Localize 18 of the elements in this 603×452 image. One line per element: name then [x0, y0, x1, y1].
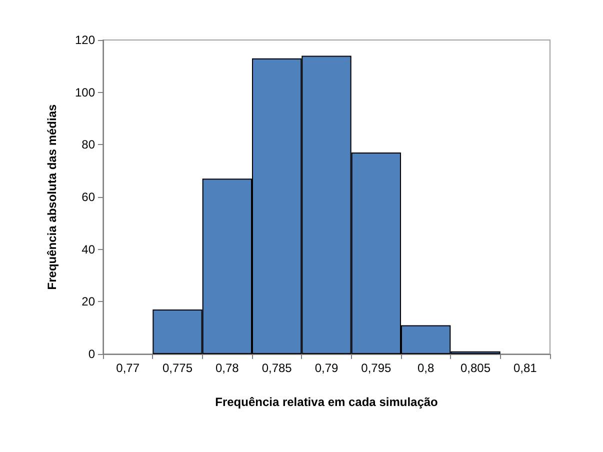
x-axis-title: Frequência relativa em cada simulação — [215, 395, 438, 409]
y-tick-label: 100 — [74, 85, 96, 100]
x-tick-label: 0,775 — [162, 361, 193, 375]
y-tick-label: 120 — [74, 33, 96, 47]
x-tick-label: 0,78 — [215, 361, 240, 375]
x-tick-label: 0,77 — [116, 361, 140, 375]
x-tick-label: 0,81 — [513, 361, 538, 375]
x-tick-label: 0,785 — [262, 361, 292, 375]
y-tick-label: 80 — [82, 138, 96, 152]
x-tick-label: 0,8 — [417, 361, 434, 375]
y-tick-label: 40 — [82, 242, 96, 256]
y-tick-label: 20 — [82, 294, 96, 309]
x-tick-label: 0,79 — [314, 361, 338, 375]
x-tick-label: 0,805 — [460, 361, 491, 375]
y-axis-title: Frequência absoluta das médias — [45, 104, 59, 290]
y-tick-label: 0 — [88, 347, 96, 361]
y-tick-label: 60 — [82, 190, 96, 204]
x-tick-label: 0,795 — [361, 361, 392, 375]
